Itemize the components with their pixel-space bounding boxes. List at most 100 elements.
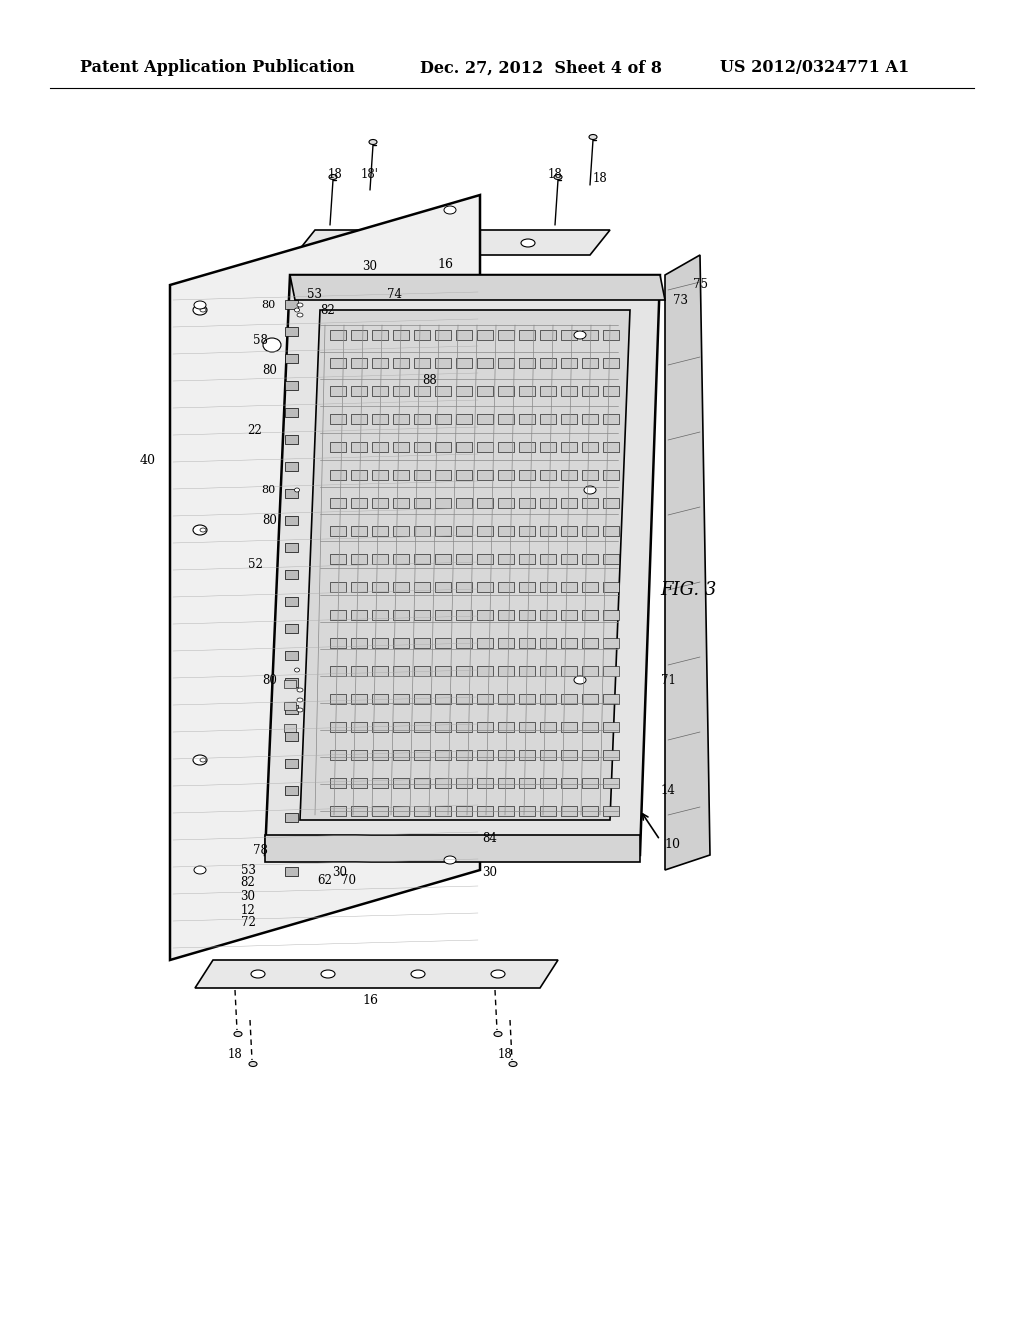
Ellipse shape [321,970,335,978]
Bar [435,358,451,368]
Bar [477,582,493,591]
Bar [414,610,430,620]
Bar [498,667,514,676]
Bar [561,722,577,733]
Bar [393,330,409,341]
Bar [540,582,556,591]
Text: Dec. 27, 2012  Sheet 4 of 8: Dec. 27, 2012 Sheet 4 of 8 [420,59,662,77]
Bar [435,722,451,733]
Bar [561,750,577,760]
Bar [372,582,388,591]
Bar [330,525,346,536]
Ellipse shape [297,688,303,692]
Ellipse shape [329,174,337,180]
Bar [351,777,367,788]
Bar [456,807,472,816]
Bar [561,667,577,676]
Bar [477,525,493,536]
Bar [519,385,535,396]
Ellipse shape [200,528,206,532]
Bar [285,462,298,471]
Bar [285,624,298,634]
Ellipse shape [295,308,299,312]
Bar [519,442,535,451]
Ellipse shape [521,239,535,247]
Bar [477,414,493,424]
Bar [285,381,298,389]
Text: 14: 14 [660,784,676,796]
Ellipse shape [249,1061,257,1067]
Ellipse shape [200,758,206,762]
Bar [435,525,451,536]
Bar [603,330,618,341]
Bar [456,330,472,341]
Bar [372,750,388,760]
Bar [582,442,598,451]
Bar [540,470,556,480]
Bar [330,582,346,591]
Bar [372,777,388,788]
Bar [330,498,346,508]
Ellipse shape [574,331,586,339]
Bar [414,777,430,788]
Polygon shape [265,275,660,855]
Bar [498,414,514,424]
Bar [351,667,367,676]
Ellipse shape [193,305,207,315]
Text: 30: 30 [362,260,378,273]
Bar [435,694,451,704]
Bar [285,327,298,337]
Text: 75: 75 [692,279,708,292]
Bar [393,582,409,591]
Bar [540,610,556,620]
Bar [561,470,577,480]
Bar [477,358,493,368]
Bar [603,722,618,733]
Bar [414,385,430,396]
Bar [372,385,388,396]
Bar [582,667,598,676]
Bar [603,638,618,648]
Bar [435,582,451,591]
Bar [477,722,493,733]
Text: 88: 88 [423,374,437,387]
Text: 53: 53 [307,289,323,301]
Bar [285,759,298,768]
Bar [435,638,451,648]
Bar [519,414,535,424]
Bar [435,385,451,396]
Bar [330,610,346,620]
Bar [498,638,514,648]
Bar [330,358,346,368]
Bar [330,722,346,733]
Bar [456,525,472,536]
Bar [498,610,514,620]
Text: 80: 80 [261,300,275,310]
Bar [435,777,451,788]
Ellipse shape [369,140,377,144]
Bar [330,667,346,676]
Ellipse shape [295,668,299,672]
Bar [561,582,577,591]
Bar [477,330,493,341]
Bar [372,498,388,508]
Bar [285,436,298,444]
Bar [435,610,451,620]
Bar [393,385,409,396]
Bar [519,554,535,564]
Bar [603,470,618,480]
Text: 18: 18 [593,172,607,185]
Ellipse shape [461,239,475,247]
Bar [582,414,598,424]
Text: 52: 52 [248,558,262,572]
Bar [330,694,346,704]
Ellipse shape [263,338,281,352]
Text: 12: 12 [241,903,255,916]
Ellipse shape [401,239,415,247]
Bar [603,385,618,396]
Bar [519,470,535,480]
Bar [435,414,451,424]
Text: 16: 16 [362,994,378,1006]
Text: 18: 18 [328,169,342,181]
Bar [561,777,577,788]
